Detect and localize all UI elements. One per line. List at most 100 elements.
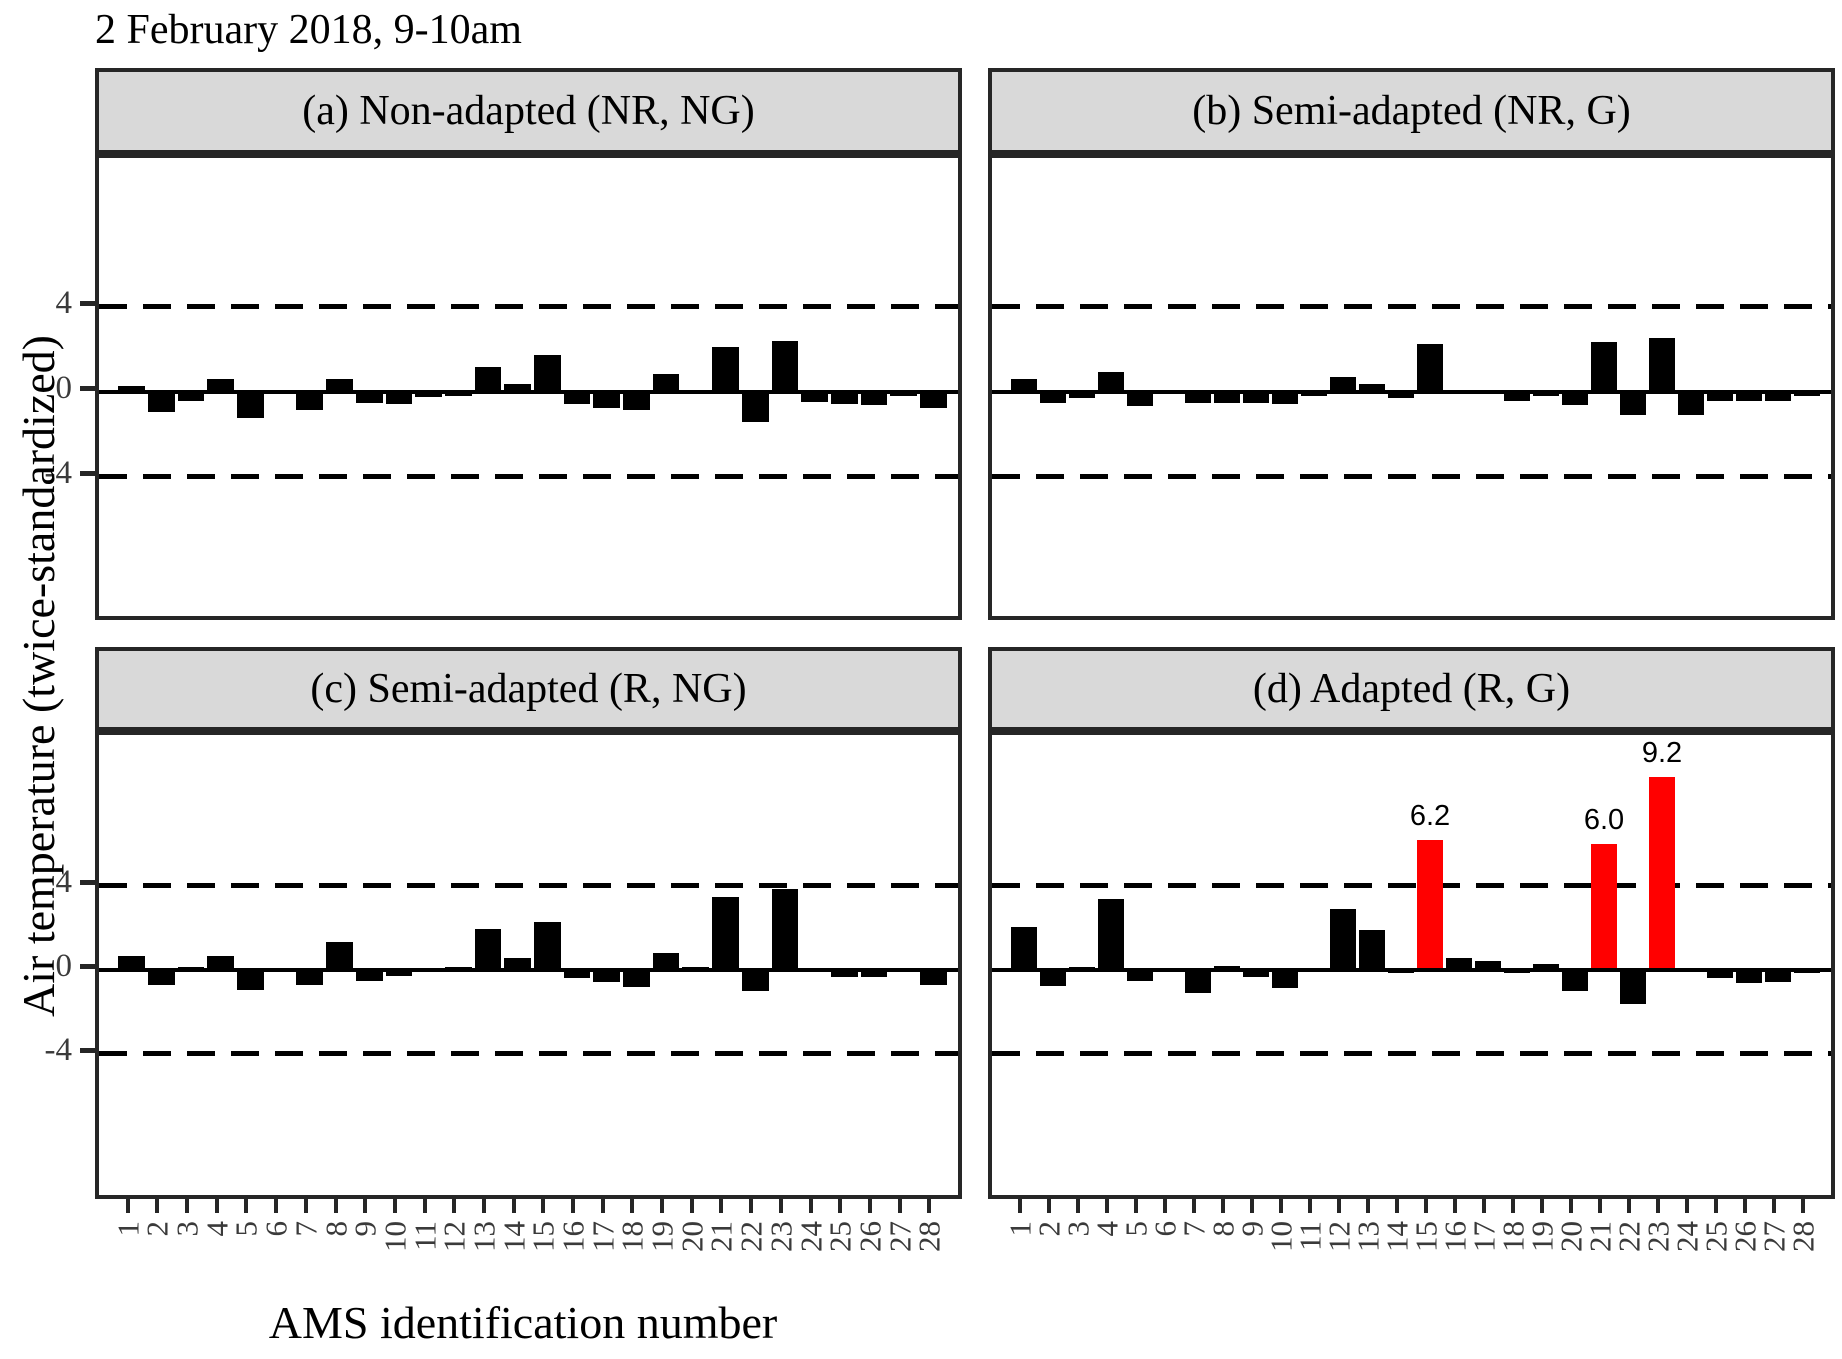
zero-line [99, 968, 958, 972]
bar-c-18 [623, 970, 650, 987]
x-tick-mark [897, 1199, 902, 1213]
bar-b-10 [1271, 392, 1298, 404]
x-tick-label: 28 [1785, 1221, 1821, 1252]
bar-d-26 [1736, 970, 1763, 983]
bar-b-12 [1329, 377, 1357, 392]
x-tick-mark [274, 1199, 279, 1213]
bar-b-28 [1794, 392, 1821, 397]
bar-c-7 [296, 970, 324, 985]
bar-b-15 [1416, 344, 1444, 392]
zero-line [992, 968, 1831, 972]
x-tick-mark [422, 1199, 427, 1213]
bar-a-12 [444, 392, 472, 397]
y-tick-mark [80, 1047, 95, 1053]
bar-b-13 [1358, 383, 1386, 392]
panel-plot-a [95, 154, 962, 620]
x-tick-mark [571, 1199, 576, 1213]
x-tick-label: 6 [258, 1221, 294, 1237]
panel-header-d: (d) Adapted (R, G) [988, 647, 1835, 731]
bar-c-14 [504, 958, 531, 970]
x-tick-mark [1278, 1199, 1283, 1213]
x-tick-label: 21 [703, 1221, 739, 1252]
x-tick-mark [1249, 1199, 1254, 1213]
y-tick-label: -4 [44, 1032, 73, 1068]
bar-b-14 [1387, 392, 1415, 399]
x-tick-mark [600, 1199, 605, 1213]
x-tick-mark [1191, 1199, 1196, 1213]
bar-a-8 [326, 379, 353, 392]
bar-c-2 [147, 970, 175, 985]
bar-a-23 [771, 341, 799, 392]
bar-d-27 [1765, 970, 1792, 982]
bar-c-8 [326, 941, 353, 970]
y-tick-mark [80, 385, 95, 391]
bar-a-28 [919, 392, 947, 408]
bar-d-19 [1532, 963, 1560, 970]
x-tick-mark [1424, 1199, 1428, 1213]
bar-d-10 [1271, 970, 1298, 988]
x-tick-mark [1540, 1199, 1545, 1213]
bar-c-9 [355, 970, 383, 981]
bar-a-3 [177, 392, 205, 401]
bar-a-15 [533, 354, 561, 392]
bar-c-19 [652, 953, 680, 970]
bar-d-23 [1649, 776, 1676, 970]
bar-b-7 [1184, 392, 1211, 403]
bar-d-12 [1329, 909, 1357, 970]
x-tick-mark [125, 1199, 130, 1213]
x-tick-mark [392, 1199, 397, 1213]
bar-c-25 [830, 970, 858, 978]
bar-b-26 [1736, 392, 1763, 401]
panel-plot-d: 6.2 6.0 9.2 [988, 731, 1835, 1199]
bar-c-23 [771, 889, 799, 970]
x-tick-mark [214, 1199, 219, 1213]
bar-a-25 [830, 392, 858, 404]
bar-b-11 [1300, 392, 1328, 397]
x-tick-label: 22 [733, 1221, 769, 1252]
bar-c-1 [118, 956, 146, 970]
bar-b-2 [1039, 392, 1066, 403]
y-tick-mark [80, 470, 95, 476]
x-tick-mark [1075, 1199, 1080, 1213]
x-tick-label: 18 [614, 1221, 650, 1252]
x-tick-label: 14 [496, 1221, 532, 1252]
x-tick-label: 27 [882, 1221, 918, 1252]
x-tick-mark [838, 1199, 843, 1213]
x-tick-mark [867, 1199, 872, 1213]
x-tick-mark [511, 1199, 516, 1213]
bar-b-22 [1619, 392, 1647, 416]
x-tick-mark [185, 1199, 190, 1213]
x-tick-mark [303, 1199, 308, 1213]
panel-header-c: (c) Semi-adapted (R, NG) [95, 647, 962, 731]
reference-line-dashed [99, 304, 958, 309]
bar-b-19 [1532, 392, 1560, 397]
bar-b-18 [1503, 392, 1531, 401]
bar-b-25 [1707, 392, 1734, 401]
x-tick-mark [1394, 1199, 1399, 1213]
bar-c-21 [712, 896, 739, 970]
x-tick-label: 23 [763, 1221, 799, 1252]
x-tick-mark [1482, 1199, 1487, 1213]
x-tick-mark [1627, 1199, 1632, 1213]
x-tick-label: 1 [110, 1221, 146, 1237]
x-tick-mark [719, 1199, 724, 1213]
bar-b-27 [1765, 392, 1792, 401]
y-tick-mark [80, 963, 95, 969]
bar-a-1 [118, 385, 146, 392]
bar-d-21 [1590, 844, 1618, 970]
bar-a-13 [474, 366, 502, 392]
x-tick-mark [1685, 1199, 1690, 1213]
x-tick-mark [155, 1199, 160, 1213]
bar-b-5 [1126, 392, 1153, 406]
reference-line-dashed [99, 883, 958, 888]
x-tick-mark [1104, 1199, 1109, 1213]
bar-d-1 [1010, 926, 1037, 970]
bar-a-10 [385, 392, 413, 404]
bar-a-19 [652, 373, 680, 392]
panel-title-c: (c) Semi-adapted (R, NG) [310, 666, 747, 712]
panel-plot-b [988, 154, 1835, 620]
bar-d-2 [1039, 970, 1066, 986]
x-tick-label: 9 [347, 1221, 383, 1237]
zero-line [99, 390, 958, 394]
y-axis-title: Air temperature (twice-standardized) [13, 335, 64, 1017]
